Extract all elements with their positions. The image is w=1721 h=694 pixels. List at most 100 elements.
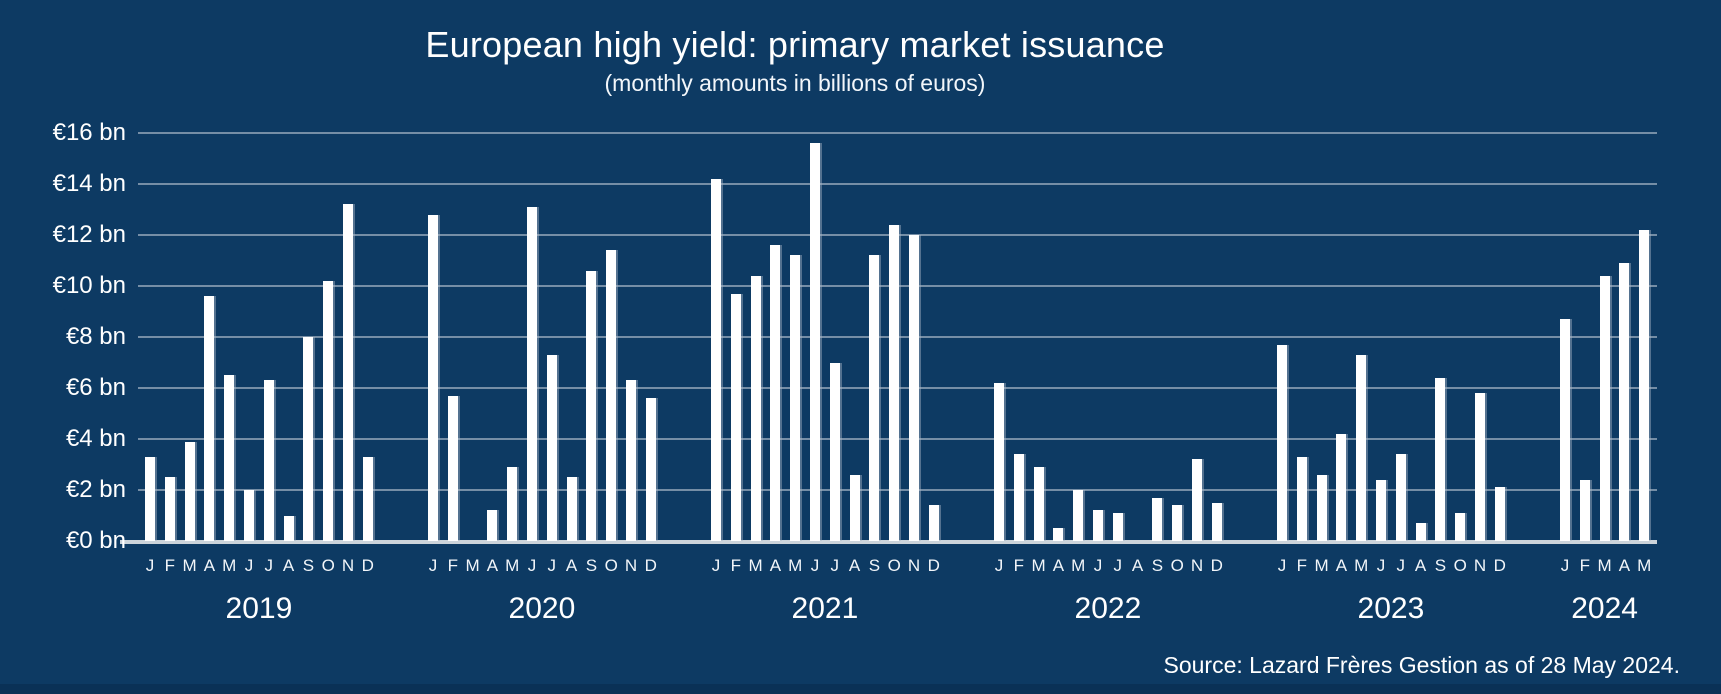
month-label-2022-m2: F	[1013, 556, 1024, 575]
month-label-2022-m7: J	[1113, 556, 1123, 575]
bar-2019-m3	[184, 441, 195, 541]
bar-2021-m5	[790, 255, 801, 541]
month-label-2020-m9: S	[585, 556, 598, 575]
bar-2020-m7	[546, 354, 557, 541]
month-label-2021-m8: A	[848, 556, 861, 575]
month-label-2020-m12: D	[644, 556, 657, 575]
year-label-2019: 2019	[225, 592, 293, 625]
year-label-2024: 2024	[1571, 592, 1638, 625]
month-label-2024-m1: J	[1560, 556, 1570, 575]
month-label-2020-m11: N	[624, 556, 638, 575]
month-label-2021-m5: M	[788, 556, 803, 575]
chart-subtitle: (monthly amounts in billions of euros)	[604, 70, 986, 96]
bar-2024-m1	[1560, 319, 1570, 541]
month-label-2022-m11: N	[1190, 556, 1204, 575]
month-label-2022-m4: A	[1052, 556, 1065, 575]
bar-2023-m12	[1494, 487, 1505, 541]
bar-2019-m4	[204, 296, 215, 541]
month-label-2022-m12: D	[1210, 556, 1223, 575]
bar-2022-m7	[1112, 512, 1123, 541]
year-label-2021: 2021	[791, 592, 859, 625]
month-label-2019-m3: M	[182, 556, 197, 575]
month-label-2020-m3: M	[465, 556, 480, 575]
y-axis-label-4bn: €4 bn	[65, 425, 126, 452]
bar-2021-m9	[869, 255, 880, 541]
bar-2023-m3	[1316, 474, 1327, 541]
bar-2023-m7	[1395, 454, 1406, 541]
month-label-2024-m4: A	[1618, 556, 1631, 575]
month-label-2022-m8: A	[1131, 556, 1144, 575]
bar-2020-m12	[645, 398, 656, 541]
y-axis-label-14bn: €14 bn	[52, 170, 126, 197]
month-label-2023-m7: J	[1396, 556, 1406, 575]
month-label-2020-m6: J	[527, 556, 537, 575]
bar-2019-m9	[303, 337, 314, 541]
month-label-2023-m5: M	[1354, 556, 1369, 575]
bar-2024-m2	[1579, 479, 1590, 541]
gridline-14bn	[138, 183, 1657, 185]
source-note: Source: Lazard Frères Gestion as of 28 M…	[1163, 652, 1681, 678]
bar-2022-m10	[1172, 505, 1183, 541]
bar-2022-m5	[1073, 490, 1084, 541]
bar-2020-m9	[586, 270, 597, 541]
bar-2021-m11	[909, 235, 919, 541]
bar-2022-m3	[1033, 467, 1044, 541]
bar-2021-m2	[730, 293, 741, 541]
bar-2022-m12	[1211, 502, 1222, 541]
bar-2021-m7	[829, 362, 840, 541]
bar-2020-m11	[626, 380, 636, 541]
bar-2021-m10	[889, 224, 900, 541]
month-label-2021-m2: F	[730, 556, 741, 575]
bar-2021-m8	[849, 474, 860, 541]
month-label-2024-m2: F	[1579, 556, 1590, 575]
bar-2022-m2	[1013, 454, 1024, 541]
bar-2022-m9	[1152, 497, 1163, 541]
month-label-2021-m1: J	[711, 556, 721, 575]
bar-2019-m6	[244, 490, 254, 541]
month-label-2019-m8: A	[282, 556, 295, 575]
month-label-2022-m5: M	[1071, 556, 1086, 575]
y-axis-label-2bn: €2 bn	[65, 476, 126, 503]
month-label-2019-m1: J	[145, 556, 155, 575]
month-label-2021-m12: D	[927, 556, 940, 575]
month-label-2021-m7: J	[830, 556, 840, 575]
month-label-2019-m9: S	[302, 556, 315, 575]
month-label-2021-m6: J	[810, 556, 820, 575]
y-axis-label-16bn: €16 bn	[52, 119, 126, 146]
month-label-2021-m11: N	[907, 556, 921, 575]
month-label-2020-m10: O	[604, 556, 618, 575]
bar-2023-m8	[1415, 523, 1426, 541]
month-label-2019-m4: A	[203, 556, 216, 575]
month-label-2023-m1: J	[1277, 556, 1287, 575]
bar-2021-m1	[711, 178, 721, 541]
bar-2024-m4	[1619, 263, 1630, 541]
year-label-2020: 2020	[508, 592, 576, 625]
bar-2021-m12	[928, 505, 939, 541]
gridline-16bn	[138, 132, 1657, 134]
bar-2022-m11	[1192, 459, 1202, 541]
month-label-2023-m11: N	[1473, 556, 1487, 575]
month-label-2023-m3: M	[1314, 556, 1329, 575]
y-axis-label-6bn: €6 bn	[65, 374, 126, 401]
chart-title: European high yield: primary market issu…	[425, 24, 1165, 65]
month-label-2023-m10: O	[1453, 556, 1467, 575]
x-axis-baseline	[120, 540, 1657, 544]
bar-2023-m10	[1455, 512, 1466, 541]
month-label-2024-m3: M	[1597, 556, 1612, 575]
bar-2022-m4	[1053, 528, 1064, 541]
month-label-2020-m1: J	[428, 556, 438, 575]
bar-2020-m2	[447, 395, 458, 541]
month-label-2022-m6: J	[1093, 556, 1103, 575]
bar-2019-m5	[224, 375, 235, 541]
month-label-2023-m12: D	[1493, 556, 1506, 575]
month-label-2020-m2: F	[447, 556, 458, 575]
month-label-2024-m5: M	[1637, 556, 1652, 575]
bar-2021-m6	[810, 143, 820, 541]
month-label-2021-m9: S	[868, 556, 881, 575]
bar-2022-m6	[1093, 510, 1103, 541]
month-label-2023-m6: J	[1376, 556, 1386, 575]
bar-2022-m1	[994, 382, 1004, 541]
bar-2023-m6	[1376, 479, 1386, 541]
bar-2019-m12	[362, 456, 373, 541]
